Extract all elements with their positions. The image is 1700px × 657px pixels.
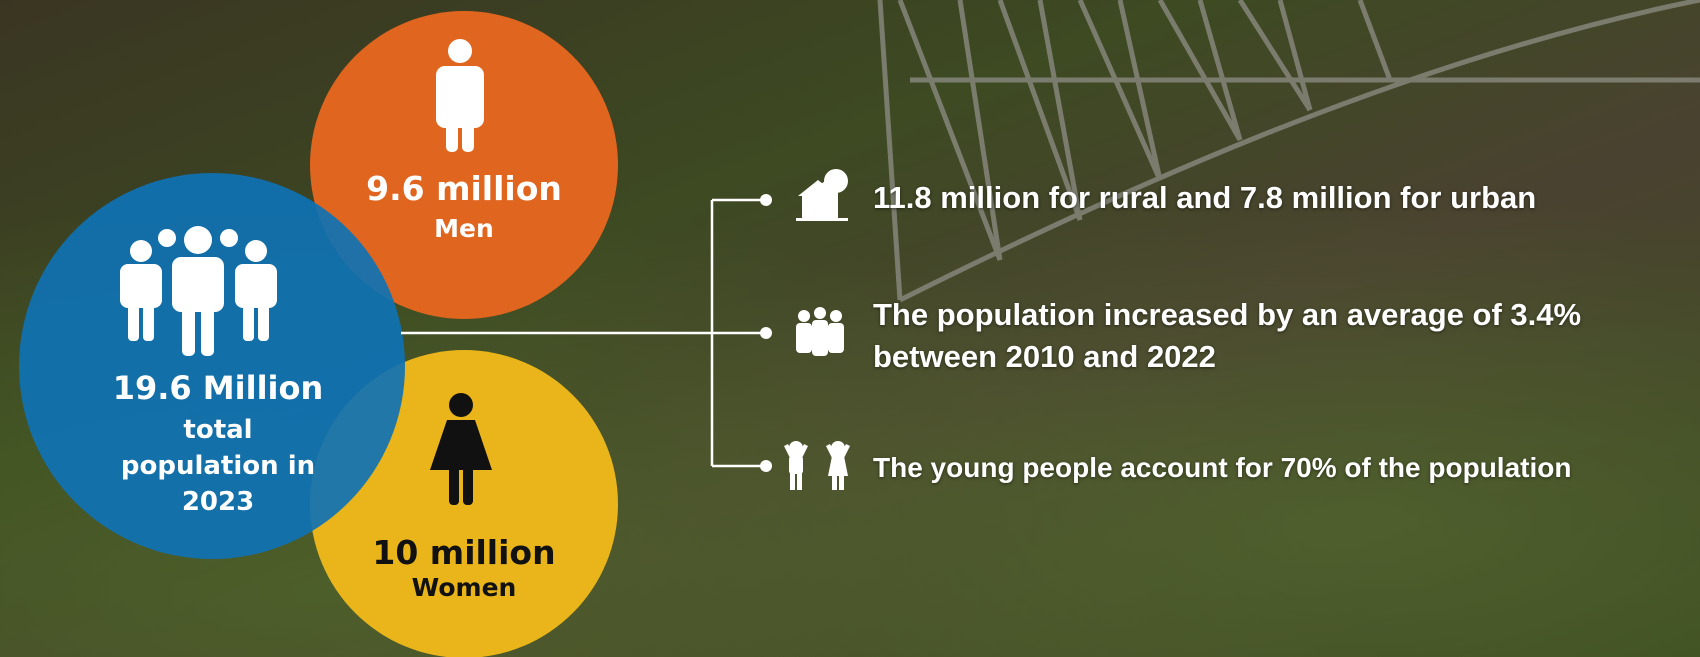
women-value: 10 million (372, 533, 556, 572)
men-icon (436, 39, 484, 152)
bridge (877, 0, 1700, 303)
men-circle (310, 11, 618, 319)
men-value: 9.6 million (366, 169, 562, 208)
house-icon (796, 169, 848, 221)
women-icon (430, 393, 492, 505)
connector-dots (760, 194, 772, 472)
total-circle (19, 173, 405, 559)
total-value: 19.6 Million (112, 369, 324, 407)
crowd-icon (796, 307, 844, 356)
women-label: Women (411, 573, 517, 602)
fact-text: 11.8 million for rural and 7.8 million f… (873, 180, 1537, 215)
kids-icon (784, 441, 850, 490)
fact-text: The population increased by an average o… (873, 297, 1582, 374)
men-label: Men (434, 214, 494, 243)
connector (401, 198, 765, 468)
total-label: total population in 2023 (120, 415, 316, 517)
group-icon (120, 226, 277, 356)
fact-text: The young people account for 70% of the … (873, 452, 1572, 483)
